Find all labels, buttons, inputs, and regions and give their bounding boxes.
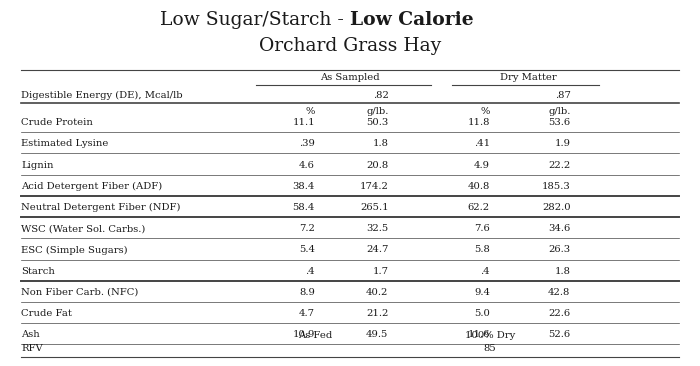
Text: Digestible Energy (DE), Mcal/lb: Digestible Energy (DE), Mcal/lb [21,91,183,100]
Text: 1.9: 1.9 [554,139,570,148]
Text: 53.6: 53.6 [548,118,570,127]
Text: Lignin: Lignin [21,161,53,169]
Text: 62.2: 62.2 [468,203,490,212]
Text: .82: .82 [372,91,389,100]
Text: 7.6: 7.6 [474,224,490,233]
Text: Estimated Lysine: Estimated Lysine [21,139,108,148]
Text: Low Sugar/Starch -: Low Sugar/Starch - [160,11,350,29]
Text: WSC (Water Sol. Carbs.): WSC (Water Sol. Carbs.) [21,224,146,233]
Text: Ash: Ash [21,330,40,339]
Text: 11.1: 11.1 [293,118,315,127]
Text: 34.6: 34.6 [548,224,570,233]
Text: 10.9: 10.9 [293,330,315,339]
Text: Dry Matter: Dry Matter [500,73,557,82]
Text: .39: .39 [299,139,315,148]
Text: RFV: RFV [21,344,43,353]
Text: %: % [481,107,490,116]
Text: 26.3: 26.3 [548,246,570,254]
Text: As Fed: As Fed [298,332,332,340]
Text: .41: .41 [474,139,490,148]
Text: 21.2: 21.2 [366,309,389,318]
Text: 100% Dry: 100% Dry [465,332,515,340]
Text: 52.6: 52.6 [548,330,570,339]
Text: 9.4: 9.4 [474,288,490,297]
Text: 174.2: 174.2 [360,182,389,191]
Text: 38.4: 38.4 [293,182,315,191]
Text: 185.3: 185.3 [542,182,570,191]
Text: 11.6: 11.6 [468,330,490,339]
Text: ESC (Simple Sugars): ESC (Simple Sugars) [21,246,127,254]
Text: Orchard Grass Hay: Orchard Grass Hay [259,37,441,55]
Text: Acid Detergent Fiber (ADF): Acid Detergent Fiber (ADF) [21,182,162,191]
Text: .87: .87 [554,91,570,100]
Text: 11.8: 11.8 [468,118,490,127]
Text: 20.8: 20.8 [366,161,389,169]
Text: Crude Protein: Crude Protein [21,118,93,127]
Text: 49.5: 49.5 [366,330,389,339]
Text: .4: .4 [305,267,315,276]
Text: Low Calorie: Low Calorie [350,11,474,29]
Text: 8.9: 8.9 [299,288,315,297]
Text: 1.7: 1.7 [372,267,389,276]
Text: 4.7: 4.7 [299,309,315,318]
Text: 40.2: 40.2 [366,288,389,297]
Text: Non Fiber Carb. (NFC): Non Fiber Carb. (NFC) [21,288,139,297]
Text: 40.8: 40.8 [468,182,490,191]
Text: 1.8: 1.8 [372,139,389,148]
Text: 1.8: 1.8 [554,267,570,276]
Text: 42.8: 42.8 [548,288,570,297]
Text: g/lb.: g/lb. [548,107,570,116]
Text: 4.9: 4.9 [474,161,490,169]
Text: 22.6: 22.6 [548,309,570,318]
Text: 265.1: 265.1 [360,203,389,212]
Text: 58.4: 58.4 [293,203,315,212]
Text: .4: .4 [480,267,490,276]
Text: g/lb.: g/lb. [366,107,389,116]
Text: 5.4: 5.4 [299,246,315,254]
Text: Starch: Starch [21,267,55,276]
Text: 7.2: 7.2 [299,224,315,233]
Text: 32.5: 32.5 [366,224,389,233]
Text: 5.0: 5.0 [474,309,490,318]
Text: 282.0: 282.0 [542,203,570,212]
Text: Crude Fat: Crude Fat [21,309,72,318]
Text: 50.3: 50.3 [366,118,389,127]
Text: Neutral Detergent Fiber (NDF): Neutral Detergent Fiber (NDF) [21,203,181,212]
Text: 22.2: 22.2 [548,161,570,169]
Text: 4.6: 4.6 [299,161,315,169]
Text: 5.8: 5.8 [474,246,490,254]
Text: 24.7: 24.7 [366,246,389,254]
Text: As Sampled: As Sampled [320,73,380,82]
Text: %: % [306,107,315,116]
Text: 85: 85 [484,344,496,353]
